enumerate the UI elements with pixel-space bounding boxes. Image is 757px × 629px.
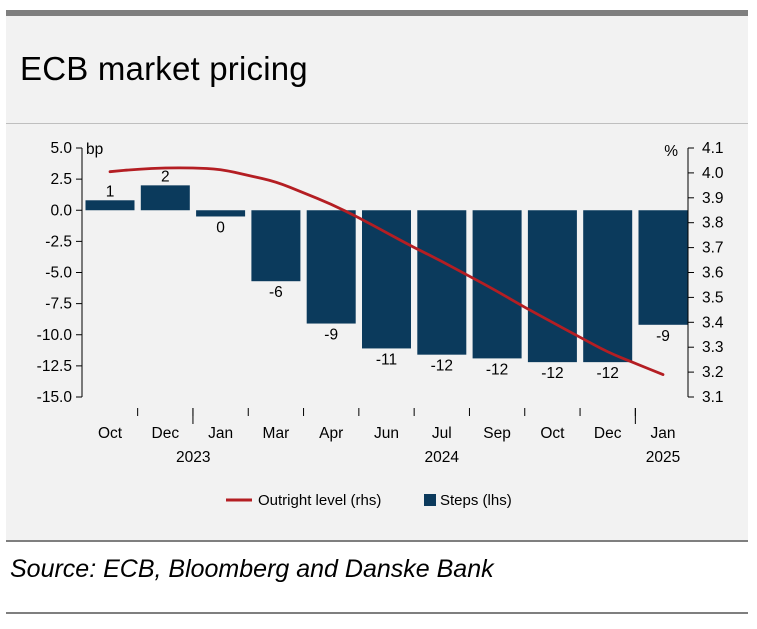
legend-label-steps: Steps (lhs) <box>440 492 512 509</box>
bar <box>196 210 246 217</box>
year-label: 2023 <box>176 449 210 466</box>
x-tick-label: Jan <box>208 425 233 442</box>
bar-data-label: 0 <box>216 219 225 236</box>
bar-data-label: -9 <box>324 327 338 344</box>
right-tick-label: 3.4 <box>702 314 724 331</box>
x-tick-label: Sep <box>483 425 511 442</box>
right-axis-unit: % <box>664 143 678 160</box>
bar-data-label: 1 <box>106 183 115 200</box>
bar <box>306 210 356 324</box>
x-tick-label: Mar <box>263 425 290 442</box>
bar <box>140 185 190 211</box>
year-label: 2025 <box>646 449 680 466</box>
x-tick-label: Jun <box>374 425 399 442</box>
bars <box>85 185 688 363</box>
right-axis: 4.1 4.0 3.9 3.8 3.7 3.6 3.5 3.4 3.3 3.2 3.1% <box>664 140 724 406</box>
left-tick-label: -15.0 <box>37 389 73 406</box>
x-tick-label: Dec <box>594 425 622 442</box>
left-tick-label: -10.0 <box>37 327 73 344</box>
bottom-rule <box>6 612 748 614</box>
left-axis-unit: bp <box>86 141 103 158</box>
right-tick-label: 4.1 <box>702 140 724 157</box>
right-tick-label: 4.0 <box>702 165 724 182</box>
x-tick-label: Apr <box>319 425 343 442</box>
right-tick-label: 3.9 <box>702 190 724 207</box>
bar-data-label: -6 <box>269 284 283 301</box>
right-tick-label: 3.8 <box>702 215 724 232</box>
right-tick-label: 3.1 <box>702 389 724 406</box>
x-tick-label: Oct <box>98 425 123 442</box>
bar-data-label: -12 <box>486 361 508 378</box>
right-tick-label: 3.3 <box>702 339 724 356</box>
bar-data-label: -12 <box>431 358 453 375</box>
legend: Outright level (rhs) Steps (lhs) <box>226 492 512 509</box>
bar-data-label: -12 <box>596 365 618 382</box>
x-tick-label: Jan <box>651 425 676 442</box>
bar-data-label: -11 <box>376 351 397 368</box>
year-label: 2024 <box>425 449 460 466</box>
left-axis: 5.0 2.5 0.0 -2.5 -5.0 -7.5 -10.0 -12.5 -15.0 bp <box>37 140 104 406</box>
left-tick-label: 2.5 <box>50 171 72 188</box>
divider <box>6 123 748 124</box>
left-tick-label: 5.0 <box>50 140 72 157</box>
bar <box>527 210 577 363</box>
top-rule <box>6 10 748 16</box>
bar-data-label: -9 <box>656 328 670 345</box>
outright-level-line <box>108 166 665 376</box>
line-series <box>108 166 665 376</box>
bar <box>583 210 633 363</box>
bar-data-label: -12 <box>541 365 563 382</box>
bar <box>638 210 688 325</box>
bar-data-label: 2 <box>161 168 170 185</box>
chart-title: ECB market pricing <box>20 50 308 87</box>
bar <box>85 200 135 211</box>
right-tick-label: 3.6 <box>702 265 724 282</box>
bar <box>417 210 467 355</box>
left-tick-label: 0.0 <box>50 202 72 219</box>
left-tick-label: -2.5 <box>45 233 72 250</box>
left-tick-label: -7.5 <box>45 296 72 313</box>
bar <box>362 210 411 349</box>
source-rule <box>6 540 748 542</box>
legend-label-outright: Outright level (rhs) <box>258 492 381 509</box>
bar <box>251 210 301 282</box>
legend-bar-swatch <box>424 494 436 506</box>
x-tick-label: Oct <box>540 425 565 442</box>
left-tick-label: -5.0 <box>45 265 72 282</box>
right-tick-label: 3.2 <box>702 364 724 381</box>
title-band <box>6 16 748 123</box>
source-note: Source: ECB, Bloomberg and Danske Bank <box>10 555 494 583</box>
right-tick-label: 3.5 <box>702 289 724 306</box>
left-tick-label: -12.5 <box>37 358 72 375</box>
x-axis: Oct Dec Jan Mar Apr Jun Jul Sep Oct Dec Jan 2023 202… <box>98 408 680 466</box>
x-tick-label: Jul <box>432 425 452 442</box>
right-tick-label: 3.7 <box>702 240 724 257</box>
x-tick-label: Dec <box>152 425 180 442</box>
bar-labels: 1 2 0 -6 -9 -11 -12 -12 -12 -12 -9 <box>106 168 670 382</box>
bar <box>472 210 522 359</box>
